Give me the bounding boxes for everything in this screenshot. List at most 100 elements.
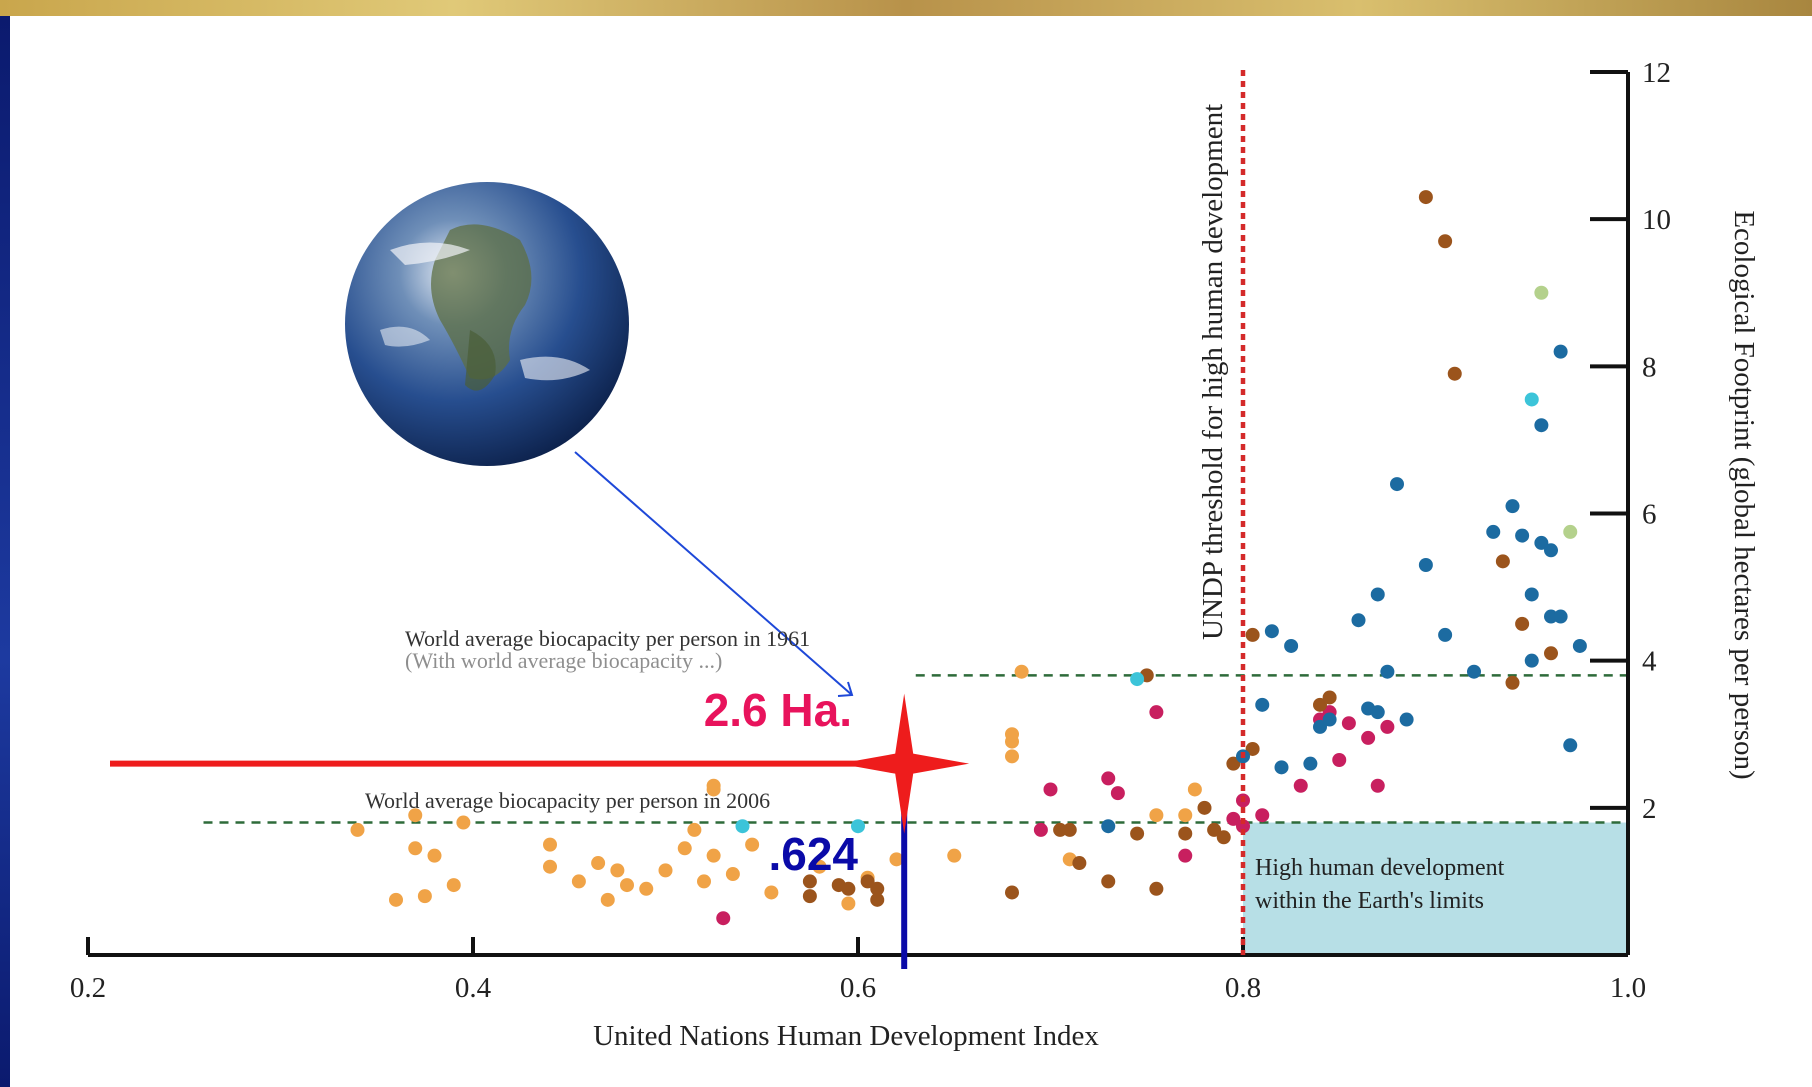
data-point-latin_america-6 [870, 892, 885, 907]
earth-pointer-arrowhead [837, 681, 854, 697]
data-point-europe_nonEU-29 [1553, 609, 1568, 624]
data-point-middle_east-3 [1524, 392, 1539, 407]
data-point-africa-23 [725, 867, 740, 882]
data-point-europe_nonEU-30 [1572, 638, 1587, 653]
data-point-middle_east-1 [851, 819, 865, 834]
data-point-asia_pacific-2 [1043, 782, 1058, 797]
data-point-asia_pacific-3 [1101, 771, 1116, 786]
data-point-asia_pacific-0 [716, 911, 731, 926]
data-point-africa-4 [417, 889, 432, 904]
data-point-europe_nonEU-7 [1313, 719, 1327, 734]
x-axis-title: United Nations Human Development Index [593, 1020, 1099, 1052]
data-point-africa-12 [600, 892, 615, 907]
data-point-africa-21 [706, 778, 721, 793]
data-point-latin_america-30 [1544, 646, 1558, 661]
data-point-asia_pacific-17 [1370, 778, 1385, 793]
data-point-africa-11 [591, 856, 606, 871]
data-point-latin_america-26 [1447, 366, 1462, 381]
data-point-asia_pacific-15 [1341, 716, 1356, 731]
data-point-middle_east-0 [735, 819, 750, 834]
data-point-europe_nonEU-21 [1515, 528, 1530, 543]
data-point-africa-19 [697, 874, 711, 889]
data-point-africa-3 [408, 808, 423, 823]
reference-line-1961-label: World average biocapacity per person in … [405, 626, 810, 651]
data-point-europe_nonEU-14 [1390, 477, 1404, 492]
data-point-europe_nonEU-15 [1399, 712, 1414, 727]
data-point-africa-16 [658, 863, 673, 878]
data-point-latin_america-5 [870, 881, 885, 896]
y-tick-label-3: 8 [1642, 351, 1657, 383]
threshold-label: UNDP threshold for high human developmen… [1197, 104, 1229, 640]
data-point-africa-7 [456, 815, 471, 830]
data-point-latin_america-29 [1515, 616, 1530, 631]
earth-globe-image [345, 182, 629, 466]
data-point-latin_america-24 [1418, 190, 1433, 205]
data-point-europe_nonEU-11 [1370, 705, 1385, 720]
data-point-latin_america-21 [1245, 627, 1260, 642]
data-point-europe_nonEU-9 [1351, 613, 1366, 628]
data-point-africa-24 [745, 837, 760, 852]
data-point-latin_america-16 [1197, 800, 1212, 815]
data-point-latin_america-25 [1438, 234, 1453, 249]
shaded-region-label-line2: within the Earth's limits [1255, 888, 1484, 914]
data-point-africa-17 [677, 841, 692, 856]
data-point-europe_nonEU-28 [1553, 344, 1568, 359]
data-point-africa-6 [446, 878, 461, 893]
data-point-africa-8 [543, 837, 557, 852]
data-point-latin_america-17 [1207, 822, 1222, 837]
data-point-europe_nonEU-31 [1563, 738, 1578, 753]
data-point-north_america-0 [1534, 285, 1549, 300]
data-point-latin_america-23 [1322, 690, 1337, 705]
data-point-africa-10 [571, 874, 586, 889]
data-point-asia_pacific-10 [1255, 808, 1270, 823]
data-point-africa-2 [408, 841, 423, 856]
data-point-asia_pacific-4 [1110, 786, 1125, 801]
data-point-europe_nonEU-20 [1505, 499, 1520, 514]
data-point-north_america-1 [1563, 524, 1578, 539]
data-point-latin_america-22 [1313, 697, 1327, 712]
data-point-africa-13 [610, 863, 625, 878]
data-point-africa-37 [1178, 808, 1193, 823]
data-point-asia_pacific-16 [1361, 730, 1376, 745]
data-point-europe_nonEU-16 [1418, 558, 1433, 573]
data-point-latin_america-19 [1226, 756, 1241, 771]
data-point-africa-25 [764, 885, 779, 900]
data-point-africa-26 [812, 859, 827, 874]
y-tick-label-5: 12 [1642, 57, 1671, 89]
highlight-footprint-label: 2.6 Ha. [704, 684, 852, 736]
data-point-africa-33 [1005, 749, 1019, 764]
data-point-latin_america-9 [1062, 822, 1077, 837]
data-point-asia_pacific-14 [1332, 753, 1347, 768]
data-point-africa-38 [1187, 782, 1202, 797]
data-point-africa-36 [1149, 808, 1164, 823]
y-tick-label-0: 2 [1642, 793, 1657, 825]
data-point-asia_pacific-18 [1380, 719, 1395, 734]
x-tick-label-2: 0.6 [840, 972, 876, 1004]
data-point-africa-34 [1014, 664, 1029, 679]
data-point-latin_america-18 [1216, 830, 1231, 845]
data-point-africa-14 [620, 878, 634, 893]
data-point-europe_nonEU-8 [1322, 712, 1337, 727]
data-point-latin_america-4 [860, 874, 875, 889]
data-point-europe_nonEU-5 [1284, 638, 1299, 653]
data-point-europe_nonEU-23 [1534, 535, 1549, 550]
y-tick-label-2: 6 [1642, 499, 1657, 531]
data-point-europe_nonEU-25 [1544, 609, 1558, 624]
highlight-star-marker [839, 693, 970, 834]
data-point-latin_america-1 [802, 874, 817, 889]
data-point-asia_pacific-7 [1226, 811, 1241, 826]
data-point-europe_nonEU-17 [1438, 627, 1453, 642]
data-point-africa-1 [389, 892, 403, 907]
highlight-hdi-label: .624 [768, 828, 858, 880]
data-point-latin_america-14 [1149, 881, 1164, 896]
slide-top-border [0, 0, 1812, 16]
data-point-latin_america-20 [1245, 741, 1260, 756]
data-point-europe_nonEU-12 [1370, 587, 1385, 602]
data-point-africa-15 [639, 881, 654, 896]
data-point-europe_nonEU-2 [1255, 697, 1270, 712]
data-point-asia_pacific-11 [1293, 778, 1308, 793]
data-point-africa-9 [543, 859, 557, 874]
data-point-africa-32 [1005, 727, 1019, 742]
data-point-asia_pacific-6 [1178, 848, 1193, 863]
data-point-africa-18 [687, 822, 702, 837]
